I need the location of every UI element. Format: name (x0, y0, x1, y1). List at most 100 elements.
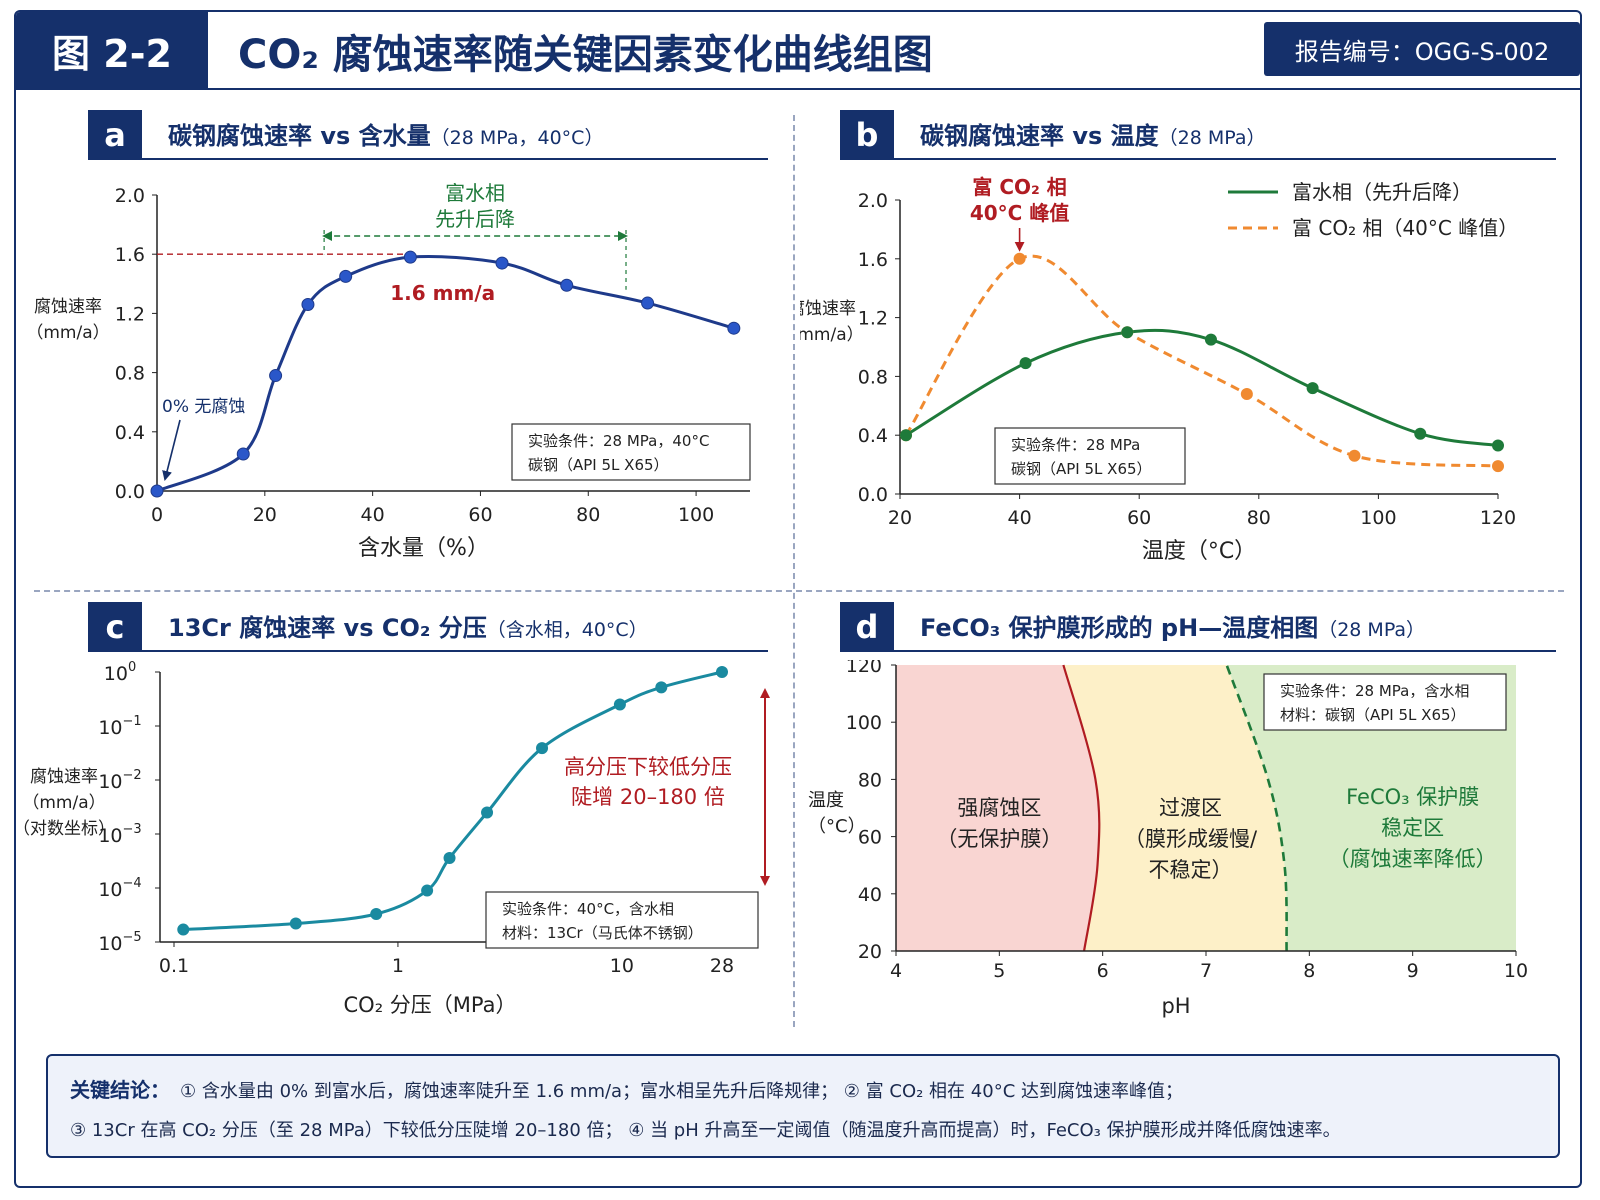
y-tick-exponent: −3 (123, 822, 142, 837)
y-tick-label: 1.2 (115, 303, 145, 325)
zero-note-label: 0% 无腐蚀 (162, 397, 245, 417)
y-tick-label: 1.6 (858, 249, 888, 271)
boundary-solid-line (1062, 664, 1101, 952)
y-tick-label: 10−1 (98, 714, 141, 739)
x-tick-label: 40 (1008, 507, 1032, 529)
series-water-rich-point (1492, 439, 1504, 452)
y-tick-exponent: −1 (123, 714, 142, 729)
series-co2-rich-point (1013, 252, 1026, 265)
zone-label: （腐蚀速率降低） (1329, 847, 1497, 871)
conclusion-line-2: ③ 13Cr 在高 CO₂ 分压（至 28 MPa）下较低分压陡增 20–180… (70, 1120, 1341, 1141)
data-point (481, 806, 494, 819)
x-tick-label: 10 (610, 955, 634, 977)
x-tick-label: 100 (1360, 507, 1396, 529)
x-axis-title: pH (1161, 994, 1190, 1018)
condition-box-line: 实验条件：40°C，含水相 (502, 900, 674, 918)
conclusion-key: 关键结论： (70, 1078, 170, 1102)
condition-box-line: 碳钢（API 5L X65） (528, 456, 669, 474)
x-tick-label: 60 (1127, 507, 1151, 529)
x-tick-label: 9 (1407, 960, 1419, 982)
y-axis-title: （mm/a） (800, 325, 864, 345)
data-point (536, 742, 549, 755)
panel-a-title: 碳钢腐蚀速率 vs 含水量（28 MPa，40°C） (168, 116, 603, 151)
panel-a-header: a 碳钢腐蚀速率 vs 含水量（28 MPa，40°C） (88, 110, 768, 160)
x-tick-label: 60 (468, 504, 492, 526)
y-tick-label: 60 (858, 827, 882, 849)
boundary-dashed-line (1225, 664, 1288, 952)
panel-b-condition: （28 MPa） (1158, 127, 1266, 149)
panel-a-condition: （28 MPa，40°C） (430, 127, 604, 149)
condition-box (994, 427, 1186, 485)
data-point (655, 681, 668, 694)
y-tick-label: 0.8 (115, 363, 145, 385)
x-tick-label: 0.1 (159, 955, 189, 977)
data-point (269, 369, 283, 383)
condition-box-line: 实验条件：28 MPa (1011, 436, 1140, 454)
y-tick-label: 0.4 (115, 422, 145, 444)
zone-stable-film-fill (1226, 665, 1516, 951)
condition-box (1263, 673, 1507, 731)
panel-c-tag: c (88, 602, 142, 652)
y-axis-title: （mm/a） (26, 323, 109, 343)
region-label-1: 富水相 (445, 181, 505, 205)
x-tick-label: 8 (1303, 960, 1315, 982)
panel-c-rule (142, 650, 768, 652)
y-tick-label: 100 (846, 712, 882, 734)
conclusion-text-1: ① 含水量由 0% 到富水后，腐蚀速率陡升至 1.6 mm/a；富水相呈先升后降… (180, 1081, 1183, 1102)
panel-d-rule (894, 650, 1556, 652)
condition-box-line: 实验条件：28 MPa，含水相 (1280, 682, 1469, 700)
series-water-rich-point (1121, 326, 1134, 339)
y-tick-label: 0.0 (115, 481, 145, 503)
chart-b: 0.0 0.4 0.8 1.2 1.6 2.0 20 40 60 80 100 120 温度（°C） 腐蚀… (800, 175, 1518, 564)
y-tick-base: 10 (104, 663, 128, 685)
panel-divider-vertical (793, 115, 795, 1027)
y-tick-label: 2.0 (858, 190, 888, 212)
condition-box (485, 891, 759, 949)
y-axis-title: （mm/a） (22, 793, 105, 813)
series-co2-rich-line (904, 254, 1499, 468)
y-tick-label: 0.0 (858, 484, 888, 506)
data-point (560, 278, 574, 292)
y-axis-title: （对数坐标） (20, 819, 115, 839)
y-tick-label: 20 (858, 941, 882, 963)
y-tick-label: 10−4 (98, 876, 141, 901)
panel-d-title: FeCO₃ 保护膜形成的 pH—温度相图（28 MPa） (920, 608, 1425, 643)
x-tick-label: 1 (392, 955, 404, 977)
chart-a: 0.0 0.4 0.8 1.2 1.6 2.0 0 20 40 60 80 100 含水量（%） 腐蚀速率… (26, 181, 751, 561)
y-tick-label: 0.8 (858, 366, 888, 388)
panel-a-tag: a (88, 110, 142, 160)
x-tick-label: 4 (890, 960, 902, 982)
zone-label: 强腐蚀区 (957, 796, 1041, 820)
peak-label-1: 富 CO₂ 相 (972, 175, 1066, 199)
x-tick-label: 100 (678, 504, 714, 526)
figure-frame (14, 10, 1582, 1188)
panel-d-tag: d (840, 602, 894, 652)
panel-b-header: b 碳钢腐蚀速率 vs 温度（28 MPa） (840, 110, 1556, 160)
data-point (613, 698, 626, 711)
series-water-rich-point (899, 429, 912, 442)
condition-box-line: 材料：13Cr（马氏体不锈钢） (502, 924, 703, 942)
y-tick-exponent: 0 (128, 660, 136, 675)
condition-box-line: 实验条件：28 MPa，40°C (528, 432, 709, 450)
y-tick-base: 10 (98, 933, 122, 955)
series-water-rich-point (1204, 333, 1217, 346)
x-tick-label: 5 (993, 960, 1005, 982)
data-point (150, 484, 164, 498)
y-tick-base: 10 (98, 879, 122, 901)
x-tick-label: 20 (888, 507, 912, 529)
data-point (339, 269, 353, 283)
y-tick-exponent: −5 (123, 930, 142, 945)
y-tick-label: 100 (104, 660, 136, 685)
zone-strong-corrosion-fill (896, 665, 1100, 951)
panel-divider-horizontal (34, 590, 1564, 592)
y-tick-label: 1.2 (858, 308, 888, 330)
panel-c-title-text: 13Cr 腐蚀速率 vs CO₂ 分压 (168, 614, 487, 642)
data-point (716, 666, 728, 678)
panel-c-header: c 13Cr 腐蚀速率 vs CO₂ 分压（含水相，40°C） (88, 602, 768, 652)
panel-b-title: 碳钢腐蚀速率 vs 温度（28 MPa） (920, 116, 1266, 151)
peak-label-2: 40°C 峰值 (970, 201, 1069, 225)
y-tick-label: 10−5 (98, 930, 141, 955)
data-point (443, 851, 456, 864)
figure-label: 图 2-2 (16, 12, 208, 88)
